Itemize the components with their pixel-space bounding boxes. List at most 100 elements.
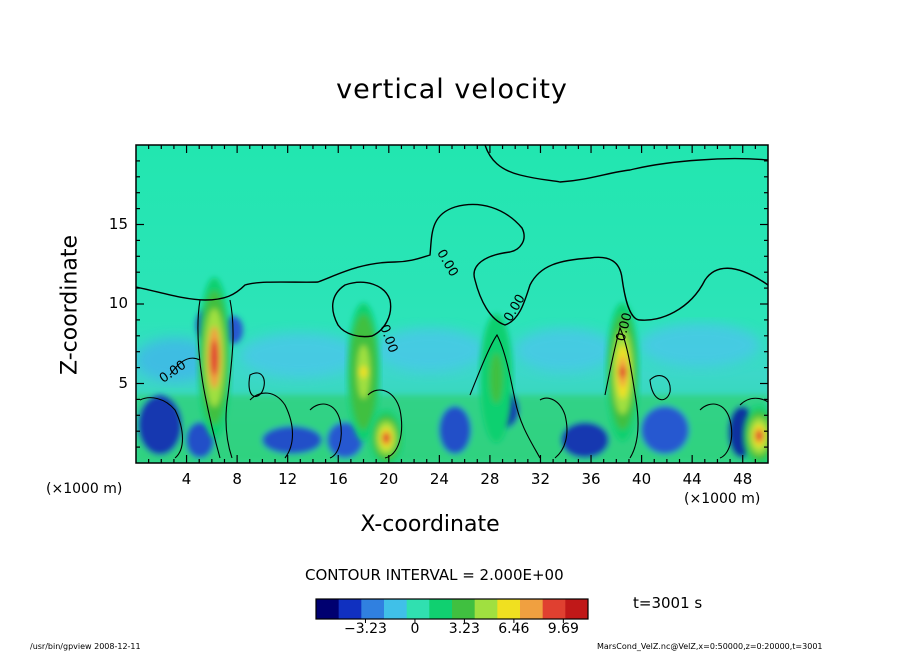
- contour-line: [649, 375, 671, 401]
- updraft-contour-fill: [492, 372, 501, 385]
- footer-source: MarsCond_VelZ.nc@VelZ,x=0:50000,z=0:2000…: [597, 642, 823, 651]
- colorbar-segment: [320, 599, 326, 619]
- x-tick-label: 8: [232, 470, 242, 488]
- colorbar-segment: [488, 599, 494, 619]
- colorbar-segment: [370, 599, 376, 619]
- contour-line: [367, 389, 403, 459]
- x-tick-label: 16: [328, 470, 348, 488]
- contour-line: [197, 299, 221, 459]
- y-axis-label: Z-coordinate: [57, 235, 83, 375]
- colorbar-segment: [479, 599, 485, 619]
- updraft-contour-fill: [382, 431, 391, 444]
- colorbar-segment: [424, 599, 430, 619]
- colorbar-segment: [316, 599, 322, 619]
- downdraft-region: [240, 333, 360, 377]
- updraft-cell: [347, 302, 380, 442]
- colorbar-segment: [506, 599, 512, 619]
- colorbar-segment: [470, 599, 476, 619]
- colorbar-segment: [510, 599, 516, 619]
- y-tick-label: 15: [108, 214, 128, 233]
- contour-line: [739, 397, 768, 406]
- downdraft-core: [439, 406, 471, 454]
- colorbar-segment: [402, 599, 408, 619]
- updraft-contour-fill: [755, 429, 764, 442]
- colorbar-segment: [497, 599, 503, 619]
- colorbar-segment: [565, 599, 571, 619]
- contour-line: [309, 403, 342, 459]
- colorbar-tick-label: 9.69: [547, 621, 579, 637]
- zero-contour-line: [484, 145, 768, 183]
- colorbar-segment: [501, 599, 507, 619]
- colorbar-segment: [538, 599, 544, 619]
- x-tick-label: 32: [530, 470, 551, 488]
- chart-title: vertical velocity: [336, 74, 568, 105]
- colorbar-segment: [397, 599, 403, 619]
- updraft-contour-fill: [618, 366, 627, 379]
- colorbar-segment: [365, 599, 371, 619]
- colorbar-segment: [442, 599, 448, 619]
- x-unit-right: (×1000 m): [684, 491, 761, 507]
- colorbar-segment: [411, 599, 417, 619]
- colorbar-segment: [347, 599, 353, 619]
- contour-interval-label: CONTOUR INTERVAL = 2.000E+00: [305, 566, 564, 584]
- updraft-cell: [370, 410, 403, 463]
- colorbar-segment: [361, 599, 367, 619]
- downdraft-core: [186, 422, 214, 458]
- colorbar-segment: [560, 599, 566, 619]
- colorbar-segment: [461, 599, 467, 619]
- colorbar-segment: [578, 599, 584, 619]
- colorbar-segment: [474, 599, 480, 619]
- updraft-cell: [198, 277, 231, 438]
- colorbar: [315, 598, 589, 623]
- colorbar-segment: [574, 599, 580, 619]
- downdraft-region: [515, 328, 615, 372]
- zero-contour-line: [332, 281, 392, 338]
- updraft-cell: [480, 313, 513, 443]
- updraft-contour-fill: [210, 351, 219, 364]
- contour-line: [248, 372, 265, 397]
- downdraft-region: [640, 323, 760, 367]
- colorbar-tick-label: 0: [410, 621, 420, 637]
- contour-line: [604, 326, 639, 459]
- colorbar-frame: [315, 598, 589, 620]
- colorbar-segment: [329, 599, 335, 619]
- colorbar-segment: [356, 599, 362, 619]
- x-tick-label: 28: [480, 470, 500, 488]
- colorbar-segment: [384, 599, 390, 619]
- contour-line: [699, 403, 733, 459]
- contour-line: [169, 357, 201, 376]
- colorbar-segment: [520, 599, 526, 619]
- colorbar-segment: [325, 599, 331, 619]
- colorbar-segment: [583, 599, 589, 619]
- colorbar-segment: [452, 599, 458, 619]
- updraft-contour-fill: [359, 366, 368, 379]
- colorbar-segment: [406, 599, 412, 619]
- colorbar-segment: [456, 599, 462, 619]
- updraft-cell: [742, 405, 768, 463]
- x-axis-label: X-coordinate: [360, 512, 500, 537]
- colorbar-segment: [551, 599, 557, 619]
- colorbar-segment: [483, 599, 489, 619]
- colorbar-segment: [447, 599, 453, 619]
- x-unit-left: (×1000 m): [46, 481, 123, 497]
- colorbar-segment: [343, 599, 349, 619]
- colorbar-segment: [529, 599, 535, 619]
- colorbar-segment: [334, 599, 340, 619]
- colorbar-segment: [438, 599, 444, 619]
- x-tick-label: 4: [181, 470, 192, 488]
- x-tick-label: 48: [733, 470, 753, 488]
- downdraft-core: [138, 395, 182, 455]
- colorbar-segment: [388, 599, 394, 619]
- colorbar-segment: [433, 599, 439, 619]
- colorbar-segment: [429, 599, 435, 619]
- colorbar-tick-label: 6.46: [498, 621, 530, 637]
- colorbar-segment: [556, 599, 562, 619]
- x-tick-label: 24: [429, 470, 449, 488]
- colorbar-segment: [379, 599, 385, 619]
- colorbar-segment: [492, 599, 498, 619]
- x-tick-label: 12: [278, 470, 298, 488]
- downdraft-region: [375, 328, 485, 372]
- x-tick-label: 36: [581, 470, 601, 488]
- colorbar-tick-label: −3.23: [344, 621, 387, 637]
